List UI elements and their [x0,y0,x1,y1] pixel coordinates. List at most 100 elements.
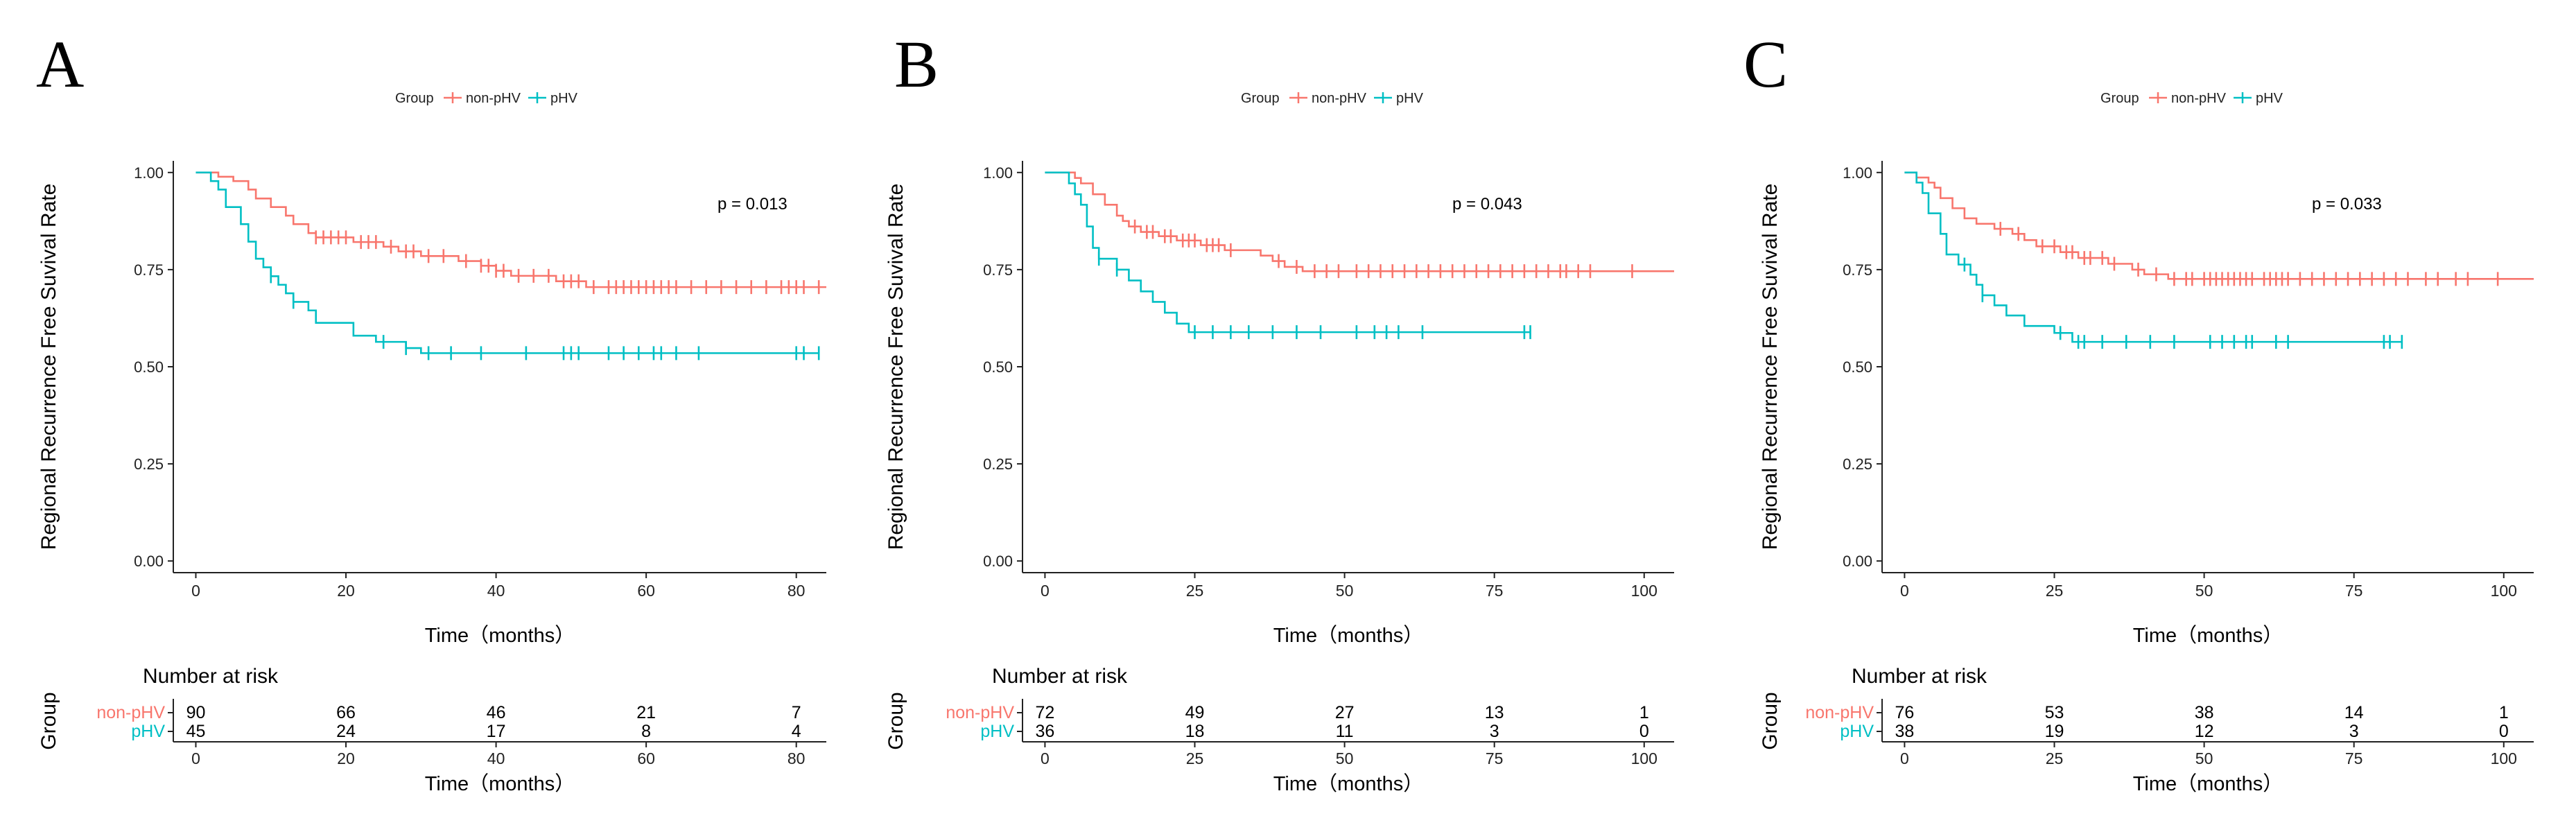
legend-label-phv: pHV [2256,91,2283,106]
y-tick-label: 0.50 [134,358,164,376]
risk-x-tick-label: 100 [1631,749,1657,767]
y-tick-label: 1.00 [1843,164,1872,182]
y-axis-title: Regional Recurrence Free Suvival Rate [37,184,60,550]
y-tick-label: 0.75 [983,261,1013,279]
legend-title: Group [2100,91,2139,106]
risk-count: 66 [336,703,356,722]
x-tick-label: 20 [337,582,355,600]
risk-count: 7 [792,703,801,722]
risk-table: Number at risk non-pHV 90 66 46 21 7 pHV 45 24 17 8… [37,665,826,795]
panel-a: A Group non-pHV pHV 0.00 0.25 0.50 0.75 1.00 0 20 4… [36,27,826,795]
legend-label-non-phv: non-pHV [1312,91,1367,106]
risk-x-tick-label: 20 [337,749,355,767]
x-tick-label: 0 [191,582,200,600]
risk-count: 90 [186,703,206,722]
legend: Group non-pHV pHV [1241,91,1424,106]
x-tick-label: 50 [2195,582,2213,600]
risk-count: 21 [636,703,656,722]
legend-key-phv [528,92,546,103]
y-tick-label: 0.00 [134,553,164,570]
risk-row-label-non-phv: non-pHV [946,703,1014,722]
x-axis-title: Time（months） [1273,625,1423,647]
legend-key-phv [2234,92,2252,103]
risk-count: 4 [792,722,801,741]
risk-count: 3 [1490,722,1499,741]
y-tick-label: 1.00 [134,164,164,182]
legend: Group non-pHV pHV [395,91,578,106]
x-tick-label: 0 [1900,582,1909,600]
y-tick-label: 0.50 [1843,358,1872,376]
risk-table: Number at risk non-pHV 76 53 38 14 1 pHV 38 19 12 3… [1759,665,2534,795]
risk-row-label-phv: pHV [980,722,1014,741]
risk-count: 13 [1485,703,1504,722]
x-tick-label: 25 [2046,582,2064,600]
risk-count: 1 [2499,703,2509,722]
x-tick-label: 100 [2491,582,2517,600]
panel-letter: A [36,27,84,101]
risk-x-tick-label: 25 [1186,749,1204,767]
y-axis-title: Regional Recurrence Free Suvival Rate [885,184,907,550]
legend-label-non-phv: non-pHV [466,91,521,106]
panel-letter: C [1743,27,1788,101]
risk-count: 8 [641,722,651,741]
risk-count: 24 [336,722,356,741]
risk-x-tick-label: 50 [2195,749,2213,767]
y-tick-label: 0.25 [134,455,164,473]
risk-x-tick-label: 75 [1486,749,1504,767]
risk-count: 53 [2045,703,2064,722]
risk-x-tick-label: 100 [2491,749,2517,767]
legend-title: Group [395,91,434,106]
legend-key-phv [1374,92,1392,103]
x-tick-label: 60 [637,582,655,600]
risk-x-axis-title: Time（months） [425,773,575,795]
series-phv [1045,171,1531,340]
x-tick-label: 25 [1186,582,1204,600]
legend-key-non-phv [2149,92,2167,103]
risk-row-label-phv: pHV [131,722,165,741]
x-tick-label: 40 [487,582,505,600]
risk-x-tick-label: 0 [1041,749,1050,767]
x-axis-title: Time（months） [2133,625,2283,647]
risk-row-label-phv: pHV [1840,722,1874,741]
risk-count: 27 [1335,703,1355,722]
risk-table: Number at risk non-pHV 72 49 27 13 1 pHV 36 18 11 3… [885,665,1674,795]
y-tick-label: 0.75 [134,261,164,279]
y-tick-label: 0.00 [1843,553,1872,570]
survival-curve-non-phv [1045,171,1674,272]
risk-x-axis-title: Time（months） [2133,773,2283,795]
legend-label-phv: pHV [1396,91,1424,106]
risk-x-axis-title: Time（months） [1273,773,1423,795]
y-tick-label: 1.00 [983,164,1013,182]
survival-curve-phv [195,171,819,354]
risk-x-tick-label: 0 [1900,749,1909,767]
p-value: p = 0.033 [2312,195,2382,214]
risk-count: 3 [2349,722,2359,741]
risk-count: 0 [1639,722,1649,741]
legend-key-non-phv [1289,92,1307,103]
risk-table-title: Number at risk [1852,665,1987,688]
survival-curve-phv [1904,171,2402,343]
risk-count: 0 [2499,722,2509,741]
y-tick-label: 0.00 [983,553,1013,570]
risk-count: 18 [1185,722,1205,741]
series-phv [1904,171,2403,349]
risk-x-tick-label: 75 [2345,749,2363,767]
panel-letter: B [894,27,939,101]
series-non-phv [195,171,826,295]
risk-x-tick-label: 80 [787,749,806,767]
legend-title: Group [1241,91,1280,106]
risk-y-axis-title: Group [1759,692,1782,749]
risk-count: 46 [487,703,506,722]
risk-count: 12 [2195,722,2214,741]
risk-count: 17 [487,722,506,741]
legend-label-non-phv: non-pHV [2171,91,2227,106]
survival-curve-non-phv [195,171,826,288]
y-tick-label: 0.25 [983,455,1013,473]
x-tick-label: 100 [1631,582,1657,600]
survival-curve-non-phv [1904,171,2534,280]
x-tick-label: 75 [2345,582,2363,600]
x-tick-label: 50 [1336,582,1354,600]
